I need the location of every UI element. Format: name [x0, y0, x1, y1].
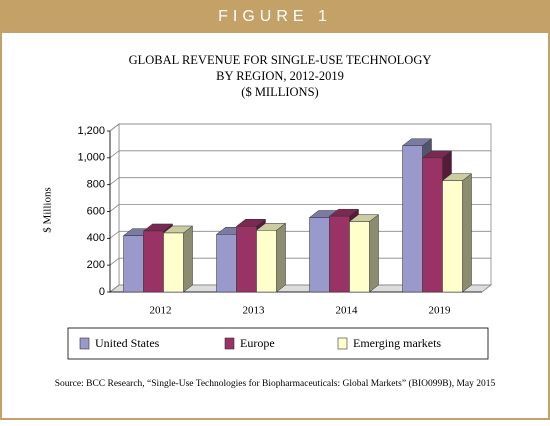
source-note: Source: BCC Research, “Single-Use Techno… — [55, 378, 496, 389]
x-tick-label: 2014 — [336, 305, 359, 317]
grid-line — [109, 231, 120, 239]
legend-label: United States — [95, 336, 160, 350]
y-tick-label: 400 — [87, 232, 105, 244]
bar-side — [183, 225, 193, 293]
x-tick-label: 2019 — [429, 305, 452, 317]
bar — [163, 232, 184, 293]
grid-line — [109, 284, 120, 293]
legend-label: Emerging markets — [353, 336, 441, 350]
y-tick-label: 1,000 — [77, 152, 105, 164]
y-tick-label: 1,200 — [77, 125, 105, 137]
figure-label: FIGURE 1 — [218, 8, 332, 25]
bar — [402, 145, 423, 293]
y-tick-label: 0 — [99, 286, 105, 298]
grid-line — [109, 177, 120, 185]
grid-line — [109, 123, 120, 132]
bar-side — [462, 173, 472, 293]
legend-label: Europe — [240, 336, 275, 350]
chart-title: BY REGION, 2012-2019 — [216, 69, 344, 83]
legend-swatch — [224, 337, 235, 350]
y-tick-label: 800 — [87, 179, 105, 191]
grid-line — [109, 257, 120, 266]
grid-line — [109, 150, 120, 159]
legend-swatch — [79, 337, 90, 350]
bar — [329, 215, 350, 293]
bar-side — [369, 214, 379, 293]
bar — [309, 217, 330, 293]
bar — [349, 221, 370, 293]
bar — [236, 226, 257, 293]
bar — [422, 157, 443, 293]
x-tick-label: 2013 — [243, 305, 266, 317]
bar — [123, 235, 144, 293]
grid-line — [109, 204, 120, 212]
bar — [256, 230, 277, 293]
y-tick-label: 200 — [87, 259, 105, 271]
bar — [216, 234, 237, 293]
header-band — [0, 0, 550, 32]
x-tick-label: 2012 — [150, 305, 172, 317]
bar — [143, 230, 164, 293]
chart-subtitle: ($ MILLIONS) — [241, 85, 318, 99]
bar — [442, 180, 463, 293]
y-tick-label: 600 — [87, 205, 105, 217]
legend — [67, 327, 489, 360]
chart-title: GLOBAL REVENUE FOR SINGLE-USE TECHNOLOGY — [129, 53, 432, 67]
bar-side — [276, 222, 286, 293]
frame — [0, 31, 550, 420]
y-axis-label: $ Millions — [42, 187, 54, 233]
legend-swatch — [337, 337, 348, 350]
